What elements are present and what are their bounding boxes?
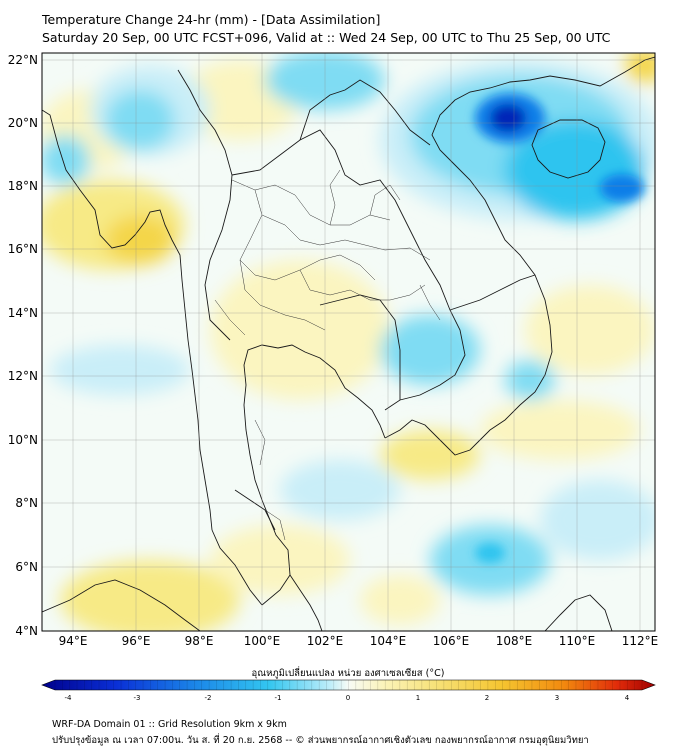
lon-label: 94°E	[59, 634, 88, 648]
lat-label: 16°N	[8, 242, 38, 256]
lat-label: 14°N	[8, 306, 38, 320]
colorbar-label: อุณหภูมิเปลี่ยนแปลง หน่วย องศาเซลเซียส (…	[252, 666, 445, 679]
colorbar-tick: 1	[416, 694, 420, 702]
colorbar-tick: -2	[205, 694, 212, 702]
map-title: Temperature Change 24-hr (mm) - [Data As…	[42, 12, 381, 27]
footer-domain-info: WRF-DA Domain 01 :: Grid Resolution 9km …	[52, 719, 287, 730]
lon-label: 100°E	[244, 634, 281, 648]
lat-label: 4°N	[15, 624, 38, 638]
province-borders	[214, 169, 441, 541]
colorbar-tick: 3	[555, 694, 559, 702]
longitude-axis: 94°E 96°E 98°E 100°E 102°E 104°E 106°E 1…	[59, 634, 659, 648]
map-subtitle: Saturday 20 Sep, 00 UTC FCST+096, Valid …	[42, 30, 611, 45]
lat-label: 10°N	[8, 433, 38, 447]
coastlines	[42, 56, 655, 631]
map-frame	[41, 52, 656, 632]
temperature-field	[42, 53, 655, 631]
lat-label: 22°N	[8, 53, 38, 67]
lat-label: 18°N	[8, 179, 38, 193]
latitude-axis: 22°N 20°N 18°N 16°N 14°N 12°N 10°N 8°N 6…	[8, 53, 38, 638]
lon-label: 104°E	[370, 634, 407, 648]
lon-label: 98°E	[185, 634, 214, 648]
lat-label: 8°N	[15, 496, 38, 510]
lat-label: 12°N	[8, 369, 38, 383]
footer-credits: ปรับปรุงข้อมูล ณ เวลา 07:00น. วัน ส. ที่…	[52, 735, 589, 746]
lon-label: 108°E	[496, 634, 533, 648]
lon-label: 106°E	[433, 634, 470, 648]
colorbar-tick: 2	[485, 694, 489, 702]
colorbar-tick: -1	[275, 694, 282, 702]
colorbar-scale	[41, 679, 656, 691]
colorbar-tick: 0	[346, 694, 350, 702]
colorbar: อุณหภูมิเปลี่ยนแปลง หน่วย องศาเซลเซียส (…	[41, 666, 656, 702]
lat-label: 6°N	[15, 560, 38, 574]
lon-label: 96°E	[122, 634, 151, 648]
colorbar-tick: -4	[65, 694, 73, 702]
gridlines	[42, 53, 655, 631]
lon-label: 102°E	[307, 634, 344, 648]
lon-label: 110°E	[559, 634, 596, 648]
colorbar-tick: 4	[625, 694, 630, 702]
lat-label: 20°N	[8, 116, 38, 130]
lon-label: 112°E	[622, 634, 659, 648]
colorbar-tick: -3	[134, 694, 141, 702]
